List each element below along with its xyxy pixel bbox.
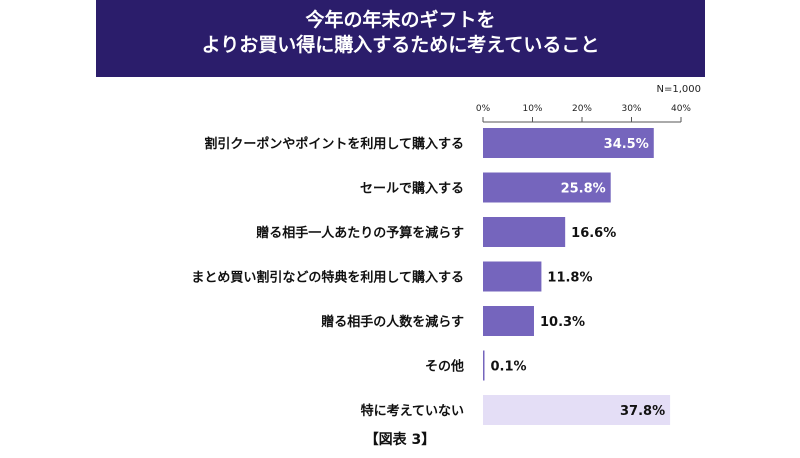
sample-size-note: N=1,000 <box>657 84 702 95</box>
value-label: 37.8% <box>620 404 665 419</box>
bar <box>483 350 485 381</box>
title-banner: 今年の年末のギフトを よりお買い得に購入するために考えていること <box>96 0 705 77</box>
value-label: 0.1% <box>491 360 527 375</box>
category-label: 特に考えていない <box>361 403 464 419</box>
x-axis-ticks: 0% 10% 20% 30% 40% <box>476 104 691 122</box>
x-tick-label: 30% <box>621 104 641 114</box>
x-tick-label: 10% <box>522 104 542 114</box>
bar <box>483 172 611 203</box>
x-tick-label: 20% <box>572 104 592 114</box>
bars <box>483 128 671 425</box>
value-label: 34.5% <box>604 137 649 152</box>
bar <box>483 261 542 292</box>
chart-title-line-2: よりお買い得に購入するために考えていること <box>201 34 600 56</box>
figure-caption: 【図表 3】 <box>364 432 436 448</box>
value-label: 25.8% <box>561 182 606 197</box>
value-label: 10.3% <box>540 315 585 330</box>
category-label: 贈る相手一人あたりの予算を減らす <box>256 225 464 241</box>
bar-highlight <box>483 395 671 425</box>
bar <box>483 217 566 247</box>
category-label: セールで購入する <box>360 181 464 197</box>
value-labels: 34.5% 25.8% 16.6% 11.8% 10.3% 0.1% 37.8% <box>491 137 666 419</box>
category-label: その他 <box>425 359 464 375</box>
x-tick-label: 0% <box>476 104 491 114</box>
value-label: 11.8% <box>547 271 592 286</box>
category-label: 贈る相手の人数を減らす <box>321 314 464 330</box>
category-labels: 割引クーポンやポイントを利用して購入するセールで購入する贈る相手一人あたりの予算… <box>191 136 464 419</box>
bar <box>483 128 654 158</box>
category-label: まとめ買い割引などの特典を利用して購入する <box>191 270 464 286</box>
chart-title-line-1: 今年の年末のギフトを <box>305 9 496 31</box>
value-label: 16.6% <box>571 226 616 241</box>
category-label: 割引クーポンやポイントを利用して購入する <box>204 136 464 152</box>
bar <box>483 306 534 336</box>
x-tick-label: 40% <box>671 104 691 114</box>
